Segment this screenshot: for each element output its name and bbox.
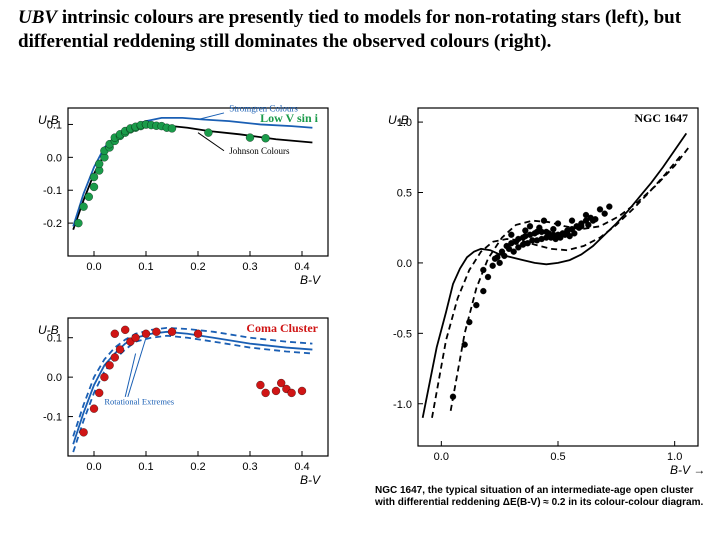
slide-caption: UBV intrinsic colours are presently tied… <box>18 6 714 54</box>
svg-text:NGC 1647: NGC 1647 <box>634 111 688 125</box>
svg-text:U-B: U-B <box>38 323 59 337</box>
svg-text:0.5: 0.5 <box>550 451 565 463</box>
svg-text:U-B: U-B <box>388 113 409 127</box>
svg-text:0.2: 0.2 <box>190 461 205 473</box>
panel-left-bottom: 0.00.10.20.30.4-0.10.00.1U-BB-VComa Clus… <box>20 300 340 490</box>
svg-text:0.0: 0.0 <box>47 372 62 384</box>
svg-text:0.4: 0.4 <box>294 461 309 473</box>
svg-text:Rotational Extremes: Rotational Extremes <box>104 397 174 407</box>
svg-text:0.0: 0.0 <box>86 461 101 473</box>
svg-text:U-B: U-B <box>38 113 59 127</box>
svg-text:Stromgren Colours: Stromgren Colours <box>229 103 298 113</box>
panel-left-top: 0.00.10.20.30.4-0.2-0.10.00.1U-BB-VLow V… <box>20 90 340 290</box>
panel-right: 0.00.51.0-1.0-0.50.00.51.0U-BB-V →NGC 16… <box>370 90 710 480</box>
svg-text:B-V: B-V <box>300 273 321 287</box>
svg-text:B-V →: B-V → <box>670 463 705 477</box>
svg-text:0.3: 0.3 <box>242 461 257 473</box>
svg-text:-1.0: -1.0 <box>393 399 412 411</box>
chart-left-top: 0.00.10.20.30.4-0.2-0.10.00.1U-BB-VLow V… <box>20 90 340 290</box>
svg-text:0.0: 0.0 <box>86 261 101 273</box>
svg-text:0.3: 0.3 <box>242 261 257 273</box>
svg-text:0.5: 0.5 <box>397 188 412 200</box>
svg-text:1.0: 1.0 <box>667 451 682 463</box>
svg-text:0.1: 0.1 <box>138 261 153 273</box>
chart-left-bottom: 0.00.10.20.30.4-0.10.00.1U-BB-VComa Clus… <box>20 300 340 490</box>
svg-text:-0.1: -0.1 <box>43 412 62 424</box>
svg-text:0.0: 0.0 <box>397 258 412 270</box>
svg-text:B-V: B-V <box>300 473 321 487</box>
right-footer-caption: NGC 1647, the typical situation of an in… <box>375 485 705 509</box>
svg-text:-0.5: -0.5 <box>393 328 412 340</box>
svg-text:-0.1: -0.1 <box>43 185 62 197</box>
svg-text:0.0: 0.0 <box>434 451 449 463</box>
svg-text:-0.2: -0.2 <box>43 218 62 230</box>
chart-right: 0.00.51.0-1.0-0.50.00.51.0U-BB-V →NGC 16… <box>370 90 710 480</box>
svg-text:0.1: 0.1 <box>138 461 153 473</box>
svg-text:Johnson Colours: Johnson Colours <box>229 146 290 156</box>
svg-text:0.2: 0.2 <box>190 261 205 273</box>
svg-text:0.4: 0.4 <box>294 261 309 273</box>
panels-container: 0.00.10.20.30.4-0.2-0.10.00.1U-BB-VLow V… <box>0 90 720 540</box>
svg-text:0.0: 0.0 <box>47 152 62 164</box>
svg-text:Coma Cluster: Coma Cluster <box>246 321 318 335</box>
